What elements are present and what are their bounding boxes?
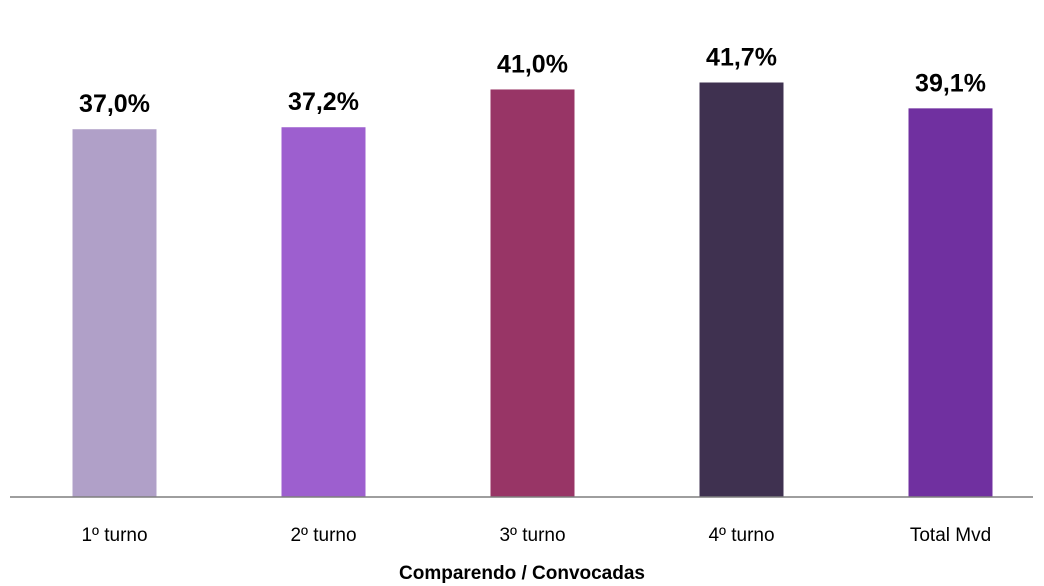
bar-value-label-1: 37,0% <box>79 90 150 118</box>
bar-2 <box>281 127 366 498</box>
bar-value-label-3: 41,0% <box>497 50 568 78</box>
bar-4 <box>699 82 784 497</box>
bar-5 <box>908 108 993 497</box>
bar-value-label-4: 41,7% <box>706 44 777 72</box>
bar-1 <box>72 129 157 497</box>
bar-value-label-2: 37,2% <box>288 88 359 116</box>
x-axis-title: Comparendo / Convocadas <box>399 563 645 584</box>
category-label-1: 1º turno <box>81 525 147 546</box>
bar-value-label-5: 39,1% <box>915 69 986 97</box>
category-label-4: 4º turno <box>708 525 774 546</box>
category-label-3: 3º turno <box>499 525 565 546</box>
bars-group: 37,0% 37,2% 41,0% 41,7% 39,1% <box>72 44 993 498</box>
category-labels-group: 1º turno 2º turno 3º turno 4º turno Total Mv… <box>81 525 991 546</box>
category-label-2: 2º turno <box>290 525 356 546</box>
bar-3 <box>490 89 575 498</box>
category-label-5: Total Mvd <box>910 525 991 546</box>
